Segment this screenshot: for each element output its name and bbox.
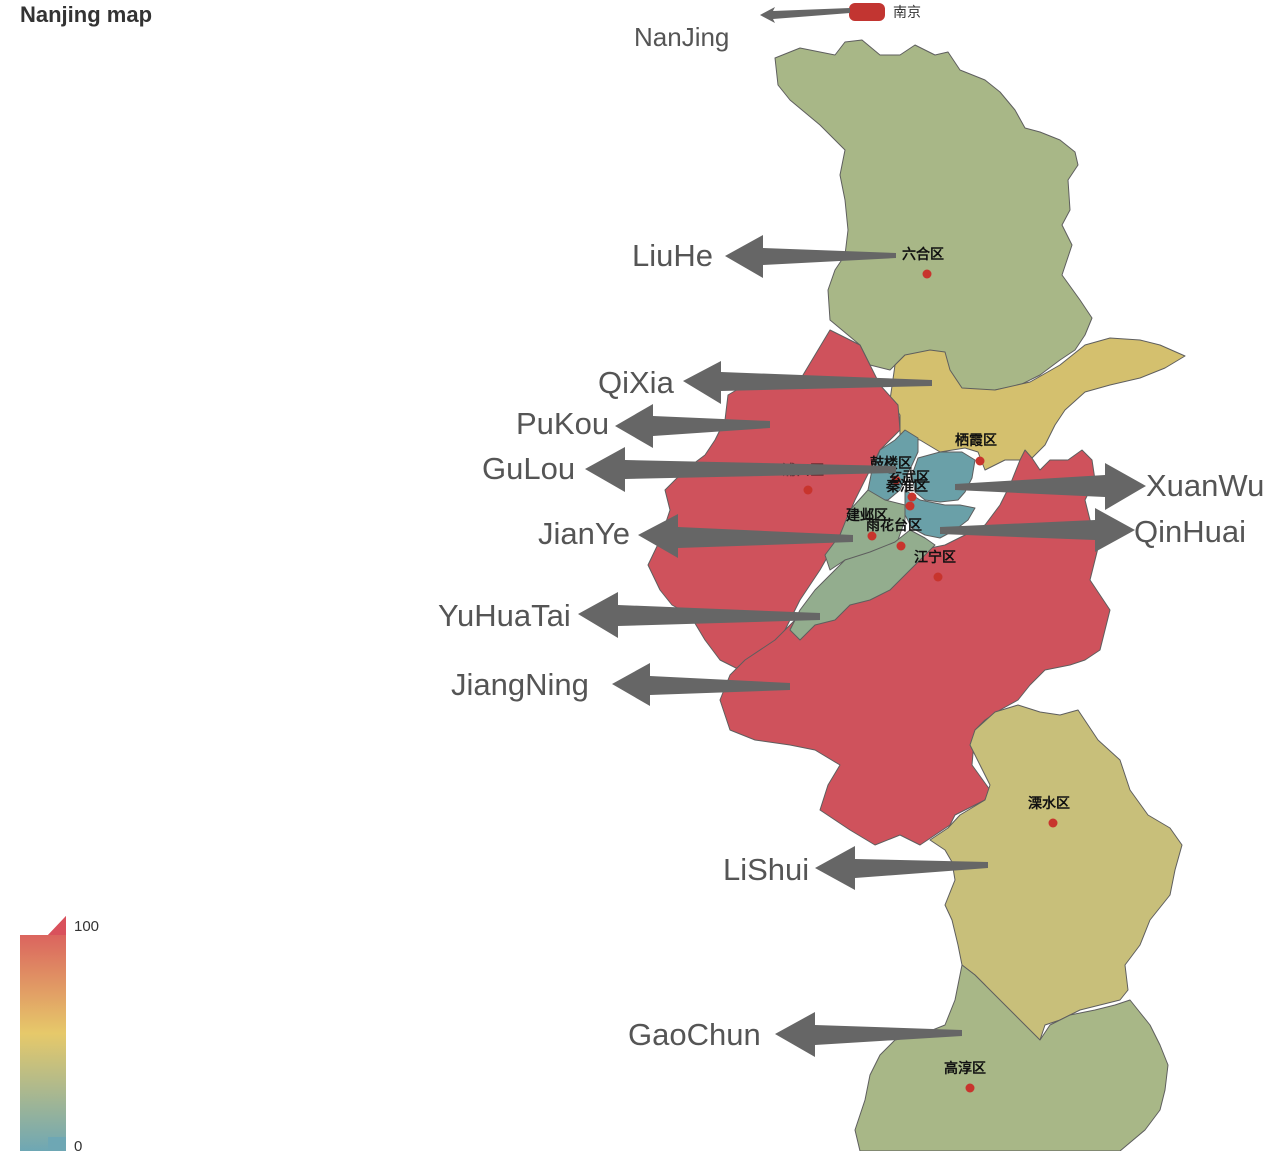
- district-yuhuatai[interactable]: [789, 529, 936, 641]
- label-en-jiangning: JiangNing: [451, 667, 589, 702]
- arrow-liuhe: [725, 235, 896, 278]
- visual-map-min-label: 0: [74, 1138, 82, 1151]
- label-cn-jiangning: 江宁区: [914, 549, 956, 566]
- label-en-pukou: PuKou: [516, 406, 609, 441]
- label-cn-liuhe: 六合区: [902, 246, 944, 263]
- district-jiangning[interactable]: [719, 449, 1111, 846]
- arrow-qinhuai: [940, 508, 1135, 552]
- district-lishui[interactable]: [929, 704, 1183, 1041]
- district-pukou[interactable]: [647, 329, 901, 671]
- district-liuhe[interactable]: [774, 39, 1093, 391]
- legend-swatch[interactable]: [849, 3, 885, 21]
- point-jiangning[interactable]: [933, 572, 943, 582]
- point-qinhuai[interactable]: [905, 501, 915, 511]
- label-cn-xuanwu: 玄武区: [888, 469, 930, 486]
- visual-map-max-label: 100: [74, 918, 99, 935]
- label-en-qinhuai: QinHuai: [1134, 514, 1246, 549]
- visual-map[interactable]: 100 0: [20, 916, 99, 1151]
- label-en-qixia: QiXia: [598, 365, 675, 400]
- label-en-xuanwu: XuanWu: [1146, 468, 1264, 503]
- district-gaochun[interactable]: [854, 964, 1169, 1151]
- visual-map-bottom-handle[interactable]: [48, 1137, 66, 1151]
- point-lishui[interactable]: [1048, 818, 1058, 828]
- chart-title: Nanjing map: [20, 2, 153, 27]
- arrow-gulou: [585, 447, 896, 492]
- label-en-yuhuatai: YuHuaTai: [438, 598, 571, 633]
- label-cn-jianye: 建邺区: [846, 507, 888, 524]
- point-yuhuatai[interactable]: [896, 541, 906, 551]
- arrow-qixia: [683, 361, 932, 404]
- point-liuhe[interactable]: [922, 269, 932, 279]
- arrow-nanjing: [760, 7, 850, 23]
- visual-map-top-handle[interactable]: [48, 916, 66, 935]
- district-qixia[interactable]: [889, 337, 1186, 471]
- label-cn-qinhuai: 秦淮区: [885, 478, 928, 495]
- label-cn-yuhuatai: 雨花台区: [866, 517, 922, 534]
- label-en-jianye: JianYe: [538, 516, 630, 551]
- label-cn-gaochun: 高淳区: [944, 1060, 986, 1077]
- point-jianye[interactable]: [867, 531, 877, 541]
- arrow-jiangning: [612, 663, 790, 706]
- point-qixia[interactable]: [975, 456, 985, 466]
- point-gaochun[interactable]: [965, 1083, 975, 1093]
- label-en-lishui: LiShui: [723, 852, 809, 887]
- label-en-gulou: GuLou: [482, 451, 575, 486]
- arrow-jianye: [638, 514, 853, 558]
- arrow-xuanwu: [955, 463, 1146, 510]
- visual-map-bar: [20, 916, 66, 1151]
- arrow-pukou: [615, 404, 770, 448]
- point-pukou[interactable]: [803, 485, 813, 495]
- label-cn-qixia: 栖霞区: [955, 432, 997, 449]
- label-en-gaochun: GaoChun: [628, 1017, 761, 1052]
- arrow-lishui: [815, 846, 988, 890]
- arrow-yuhuatai: [578, 592, 820, 638]
- arrow-gaochun: [775, 1012, 962, 1057]
- label-en-nanjing: NanJing: [634, 22, 729, 52]
- label-cn-lishui: 溧水区: [1028, 795, 1070, 812]
- point-gulou[interactable]: [891, 475, 901, 485]
- label-en-liuhe: LiuHe: [632, 238, 713, 273]
- legend[interactable]: 南京: [849, 3, 921, 21]
- district-qinhuai[interactable]: [904, 489, 976, 539]
- point-xuanwu[interactable]: [907, 492, 917, 502]
- legend-label: 南京: [893, 4, 921, 20]
